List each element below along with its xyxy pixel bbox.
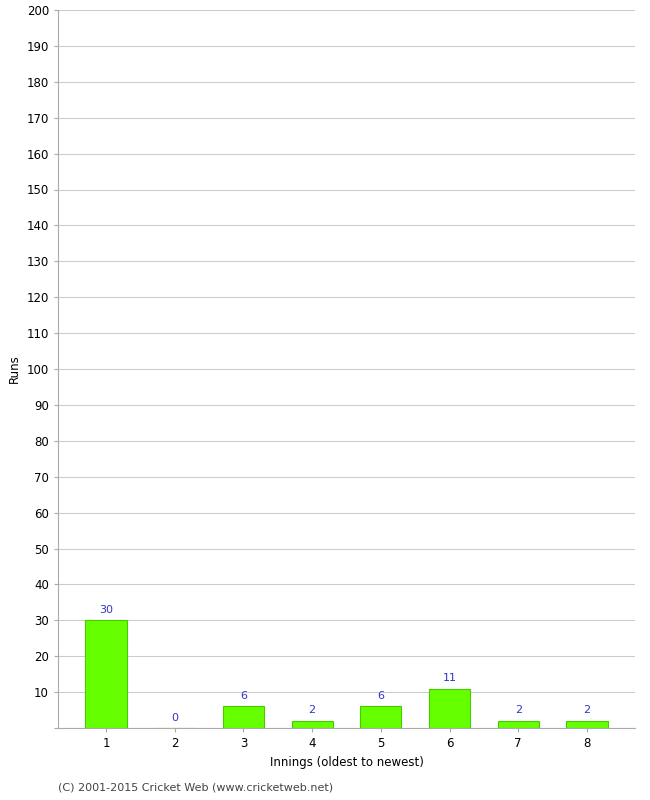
- Bar: [292, 721, 333, 728]
- Text: 11: 11: [443, 673, 456, 683]
- Text: 6: 6: [240, 691, 247, 701]
- Text: 2: 2: [309, 706, 316, 715]
- Text: (C) 2001-2015 Cricket Web (www.cricketweb.net): (C) 2001-2015 Cricket Web (www.cricketwe…: [58, 782, 333, 792]
- Bar: [360, 706, 402, 728]
- Bar: [566, 721, 608, 728]
- Bar: [86, 620, 127, 728]
- Text: 2: 2: [583, 706, 590, 715]
- Text: 30: 30: [99, 605, 113, 615]
- Bar: [498, 721, 539, 728]
- Bar: [223, 706, 264, 728]
- Bar: [429, 689, 470, 728]
- Text: 0: 0: [171, 713, 178, 722]
- Text: 6: 6: [378, 691, 384, 701]
- X-axis label: Innings (oldest to newest): Innings (oldest to newest): [270, 755, 423, 769]
- Y-axis label: Runs: Runs: [8, 354, 21, 383]
- Text: 2: 2: [515, 706, 522, 715]
